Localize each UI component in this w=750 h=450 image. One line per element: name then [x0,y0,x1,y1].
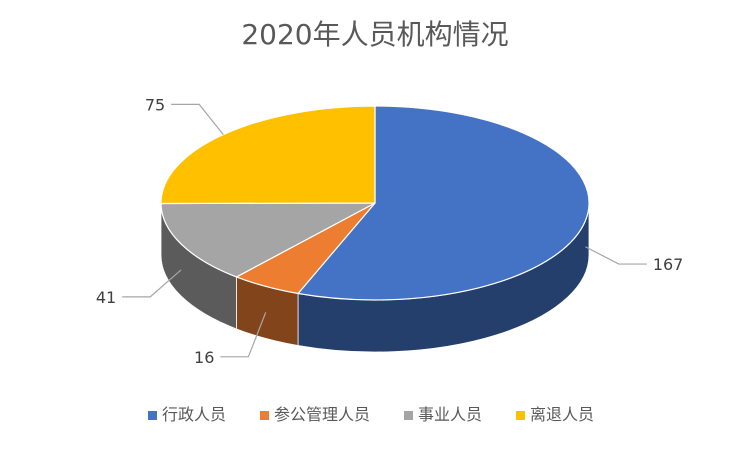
legend: 行政人员 参公管理人员 事业人员 离退人员 [148,405,594,424]
legend-item-2: 参公管理人员 [260,405,370,424]
data-label-2: 16 [194,348,214,367]
legend-swatch [260,411,269,420]
leader-line-4 [171,103,224,135]
legend-swatch [148,411,157,420]
legend-label: 事业人员 [418,405,482,424]
legend-item-4: 离退人员 [516,405,594,424]
legend-item-3: 事业人员 [404,405,482,424]
data-label-1: 167 [653,255,684,274]
data-label-4: 75 [145,95,165,114]
legend-label: 离退人员 [530,405,594,424]
legend-swatch [516,411,525,420]
chart-title: 2020年人员机构情况 [241,18,508,51]
legend-item-1: 行政人员 [148,405,226,424]
pie-slice-4 [160,105,376,205]
pie-slice-1 [296,105,590,301]
data-labels: 167 16 41 75 [96,95,684,366]
pie-slice-3 [160,202,376,278]
legend-swatch [404,411,413,420]
pie-plot-area [160,105,590,353]
leader-line-1 [585,246,647,265]
data-label-3: 41 [96,288,116,307]
leader-line-2 [220,312,267,358]
leader-line-3 [122,269,182,298]
legend-label: 行政人员 [162,405,226,424]
legend-label: 参公管理人员 [274,405,370,424]
